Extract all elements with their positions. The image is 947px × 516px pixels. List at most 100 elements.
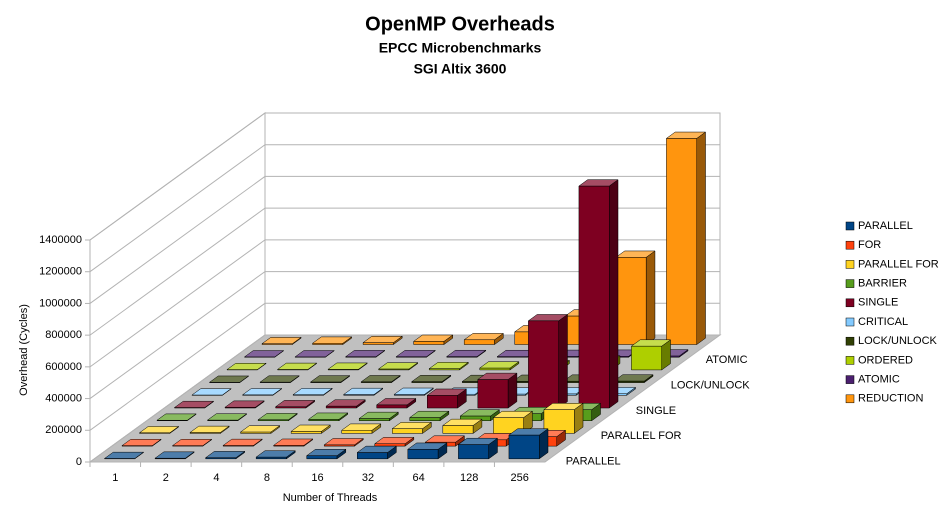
bar-top <box>428 362 470 369</box>
grid-line <box>89 144 720 273</box>
legend-label: LOCK/UNLOCK <box>858 335 938 347</box>
bar-front <box>578 185 610 409</box>
bar-front <box>458 444 489 460</box>
legend-label: PARALLEL FOR <box>858 258 939 270</box>
depth-label: PARALLEL <box>566 456 621 468</box>
y-tick-label: 400000 <box>45 392 82 404</box>
legend-swatch <box>845 394 855 404</box>
bar <box>307 412 349 422</box>
bar <box>344 349 386 358</box>
x-tick-label: 64 <box>412 472 424 484</box>
bar-front <box>442 425 474 434</box>
y-tick-label: 800000 <box>45 329 82 341</box>
bar-side <box>609 179 619 409</box>
bar-top <box>204 451 246 458</box>
bar-top <box>478 361 520 369</box>
x-axis-label: Number of Threads <box>283 492 378 504</box>
bar-top <box>191 388 232 396</box>
x-tick-label: 256 <box>511 472 529 484</box>
bar-top <box>508 428 549 436</box>
bar-top <box>408 410 450 418</box>
bar-front <box>392 428 423 434</box>
bar <box>206 413 248 422</box>
bar-front <box>290 431 322 434</box>
bar-top <box>356 445 398 453</box>
bar <box>311 336 353 346</box>
bar-top <box>222 438 263 446</box>
bar <box>239 425 281 434</box>
chart-title: OpenMP Overheads <box>365 13 555 35</box>
bar-top <box>344 350 386 357</box>
chart-subtitle: EPCC Microbenchmarks <box>379 40 542 56</box>
bar <box>463 332 505 346</box>
bar <box>373 436 415 447</box>
bar <box>395 349 437 358</box>
bar-front <box>413 341 445 345</box>
bar-top <box>426 388 468 396</box>
bar-top <box>578 179 619 187</box>
bar-front <box>409 417 441 421</box>
legend-swatch <box>845 317 855 327</box>
bar-top <box>224 400 265 408</box>
depth-label: PARALLEL FOR <box>601 430 682 442</box>
bar <box>410 374 452 384</box>
bar-top <box>463 333 505 341</box>
bar-front <box>477 379 509 409</box>
bar-top <box>424 435 466 443</box>
bar <box>103 451 145 460</box>
bar-top <box>395 350 437 357</box>
bar <box>615 250 656 346</box>
legend-label: SINGLE <box>858 297 898 309</box>
bar <box>224 400 265 409</box>
bar <box>412 334 454 346</box>
legend-swatch <box>845 240 855 250</box>
bar-top <box>121 439 162 446</box>
bar-top <box>665 131 707 139</box>
bar <box>156 413 197 422</box>
depth-label: LOCK/UNLOCK <box>671 379 751 391</box>
x-tick-label: 32 <box>362 472 374 484</box>
bar <box>191 388 232 396</box>
x-tick-label: 2 <box>163 472 169 484</box>
bar-top <box>375 398 417 406</box>
bar <box>457 437 499 460</box>
bar-top <box>358 411 400 419</box>
bar-top <box>393 387 435 395</box>
bar-front <box>358 418 390 421</box>
legend-label: ATOMIC <box>858 374 900 386</box>
bar-top <box>206 413 248 421</box>
x-tick-label: 4 <box>213 472 219 484</box>
bar <box>154 451 195 460</box>
bar-front <box>479 367 511 371</box>
bar-front <box>357 452 388 460</box>
bar-top <box>613 374 654 382</box>
x-tick-label: 1 <box>112 472 118 484</box>
bar <box>356 445 398 460</box>
bar-top <box>241 388 283 396</box>
legend-label: REDUCTION <box>858 393 923 405</box>
x-tick-label: 16 <box>311 472 323 484</box>
bar <box>578 179 619 409</box>
bar-top <box>292 388 333 395</box>
bar <box>309 375 351 384</box>
legend-label: FOR <box>858 239 881 251</box>
bar-top <box>527 314 569 322</box>
grid-line <box>89 239 720 368</box>
depth-label: ATOMIC <box>706 354 748 366</box>
bar-top <box>156 413 197 421</box>
bar-front <box>528 320 559 409</box>
bar-top <box>492 410 534 418</box>
bar <box>426 388 468 409</box>
bar-top <box>459 409 501 417</box>
bar <box>257 412 298 422</box>
bar-top <box>173 400 215 408</box>
bar-top <box>325 399 367 407</box>
bar-top <box>311 336 353 344</box>
bar <box>613 374 654 384</box>
bar <box>323 438 365 447</box>
bar-top <box>442 418 483 426</box>
chart-subtitle: SGI Altix 3600 <box>414 61 507 77</box>
y-tick-label: 600000 <box>45 361 82 373</box>
bar <box>543 402 584 434</box>
legend-swatch <box>845 375 855 384</box>
